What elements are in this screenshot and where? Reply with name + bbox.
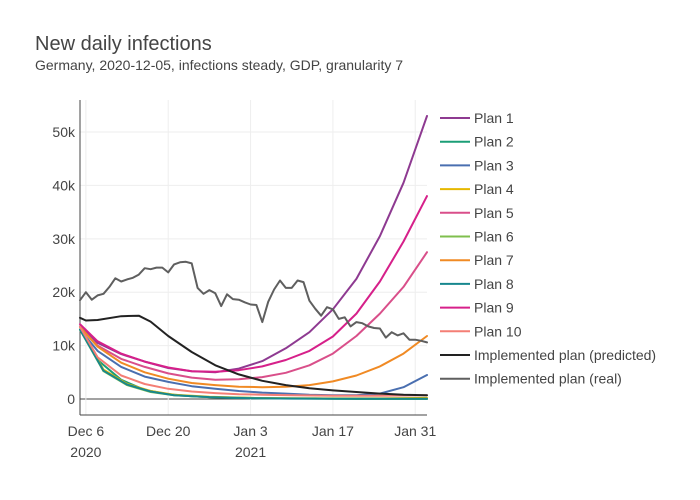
legend-item-implemented-plan-real: Implemented plan (real) <box>440 371 622 387</box>
y-tick-label: 40k <box>52 177 76 193</box>
gridlines <box>80 100 427 415</box>
legend-label: Plan 1 <box>474 110 514 126</box>
legend-label: Plan 4 <box>474 181 514 197</box>
legend-item-plan-5: Plan 5 <box>440 205 514 221</box>
legend-item-plan-9: Plan 9 <box>440 300 514 316</box>
legend-label: Plan 10 <box>474 323 522 339</box>
legend-label: Plan 7 <box>474 252 514 268</box>
x-tick-label: Jan 3 <box>233 423 267 439</box>
legend-item-plan-8: Plan 8 <box>440 276 514 292</box>
legend-item-plan-6: Plan 6 <box>440 229 514 245</box>
chart-subtitle: Germany, 2020-12-05, infections steady, … <box>35 57 403 73</box>
legend-label: Plan 8 <box>474 276 514 292</box>
legend-item-plan-3: Plan 3 <box>440 157 514 173</box>
series-line-plan-7 <box>79 325 428 389</box>
legend-item-plan-7: Plan 7 <box>440 252 514 268</box>
legend-label: Plan 6 <box>474 229 514 245</box>
x-tick-year-label: 2020 <box>70 444 101 460</box>
axes: 0 10k 20k 30k 40k 50k Dec 6 2020 Dec 20 Jan 3 2021… <box>52 100 436 460</box>
x-tick-year-label: 2021 <box>235 444 266 460</box>
x-tick-label: Dec 6 <box>68 423 105 439</box>
legend-label: Plan 2 <box>474 134 514 150</box>
x-tick-label: Jan 31 <box>394 423 436 439</box>
series-lines <box>79 115 428 400</box>
legend-item-plan-10: Plan 10 <box>440 323 522 339</box>
y-tick-label: 30k <box>52 231 76 247</box>
series-line-plan-1 <box>79 115 428 374</box>
legend-label: Plan 9 <box>474 300 514 316</box>
legend: Plan 1 Plan 2 Plan 3 Plan 4 Plan 5 Plan 6 Plan… <box>440 110 656 387</box>
y-tick-label: 10k <box>52 338 76 354</box>
series-line-implemented-plan-real <box>79 260 428 344</box>
series-line-plan-10 <box>79 325 428 397</box>
legend-item-implemented-plan-predicted: Implemented plan (predicted) <box>440 347 656 363</box>
series-line-plan-3 <box>79 328 428 397</box>
y-tick-label: 0 <box>67 391 75 407</box>
legend-label: Implemented plan (predicted) <box>474 347 656 363</box>
x-tick-label: Dec 20 <box>146 423 191 439</box>
legend-label: Plan 5 <box>474 205 514 221</box>
legend-label: Implemented plan (real) <box>474 371 622 387</box>
legend-item-plan-1: Plan 1 <box>440 110 514 126</box>
x-tick-label: Jan 17 <box>312 423 354 439</box>
series-line-implemented-plan-predicted <box>79 314 428 397</box>
chart-title: New daily infections <box>35 33 212 55</box>
legend-label: Plan 3 <box>474 157 514 173</box>
y-tick-label: 50k <box>52 124 76 140</box>
series-line-plan-8 <box>79 328 428 400</box>
legend-item-plan-2: Plan 2 <box>440 134 514 150</box>
y-tick-label: 20k <box>52 284 76 300</box>
legend-item-plan-4: Plan 4 <box>440 181 514 197</box>
series-line-plan-9 <box>79 195 428 373</box>
